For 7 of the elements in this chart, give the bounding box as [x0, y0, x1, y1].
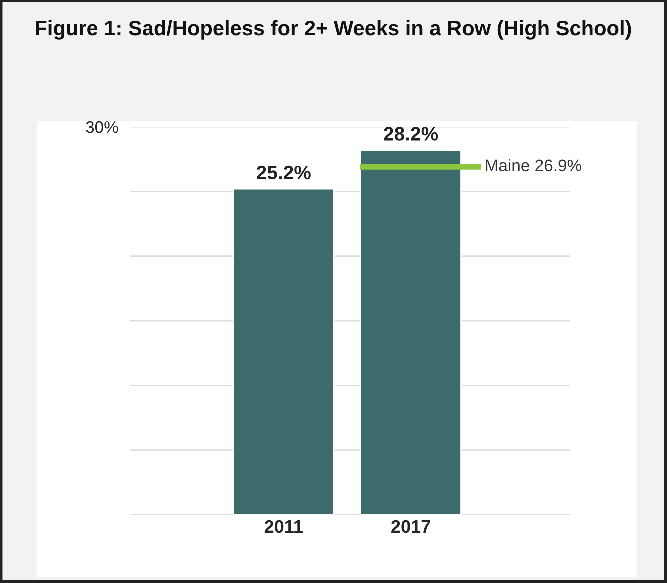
- text: 25.2%: [256, 166, 311, 180]
- x-tick-label: 2017: [392, 520, 430, 534]
- chart-title: Figure 1: Sad/Hopeless for 2+ Weeks in a Row (High School): [36, 20, 632, 40]
- x-tick-label: 2011: [264, 520, 303, 534]
- text: 28.2%: [384, 127, 438, 141]
- y-tick-label: 30%: [86, 121, 118, 134]
- ref-line-label: Maine 26.9%: [486, 159, 582, 172]
